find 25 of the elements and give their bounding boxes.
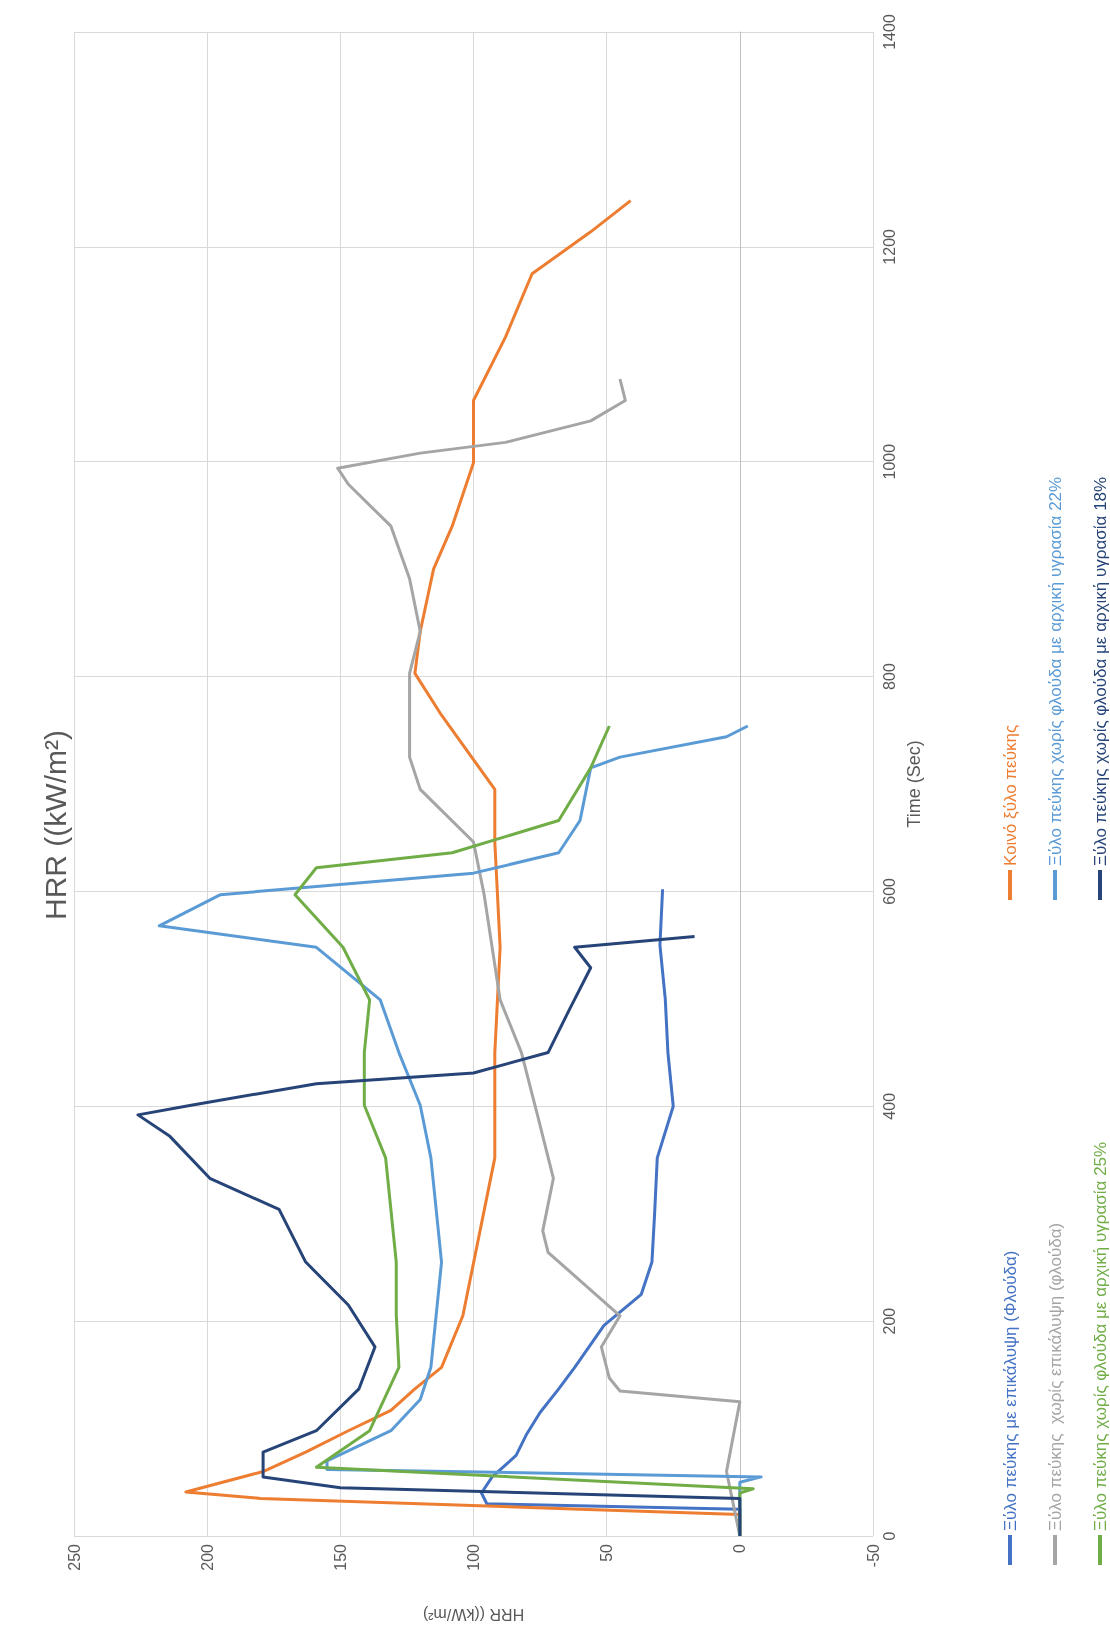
y-tick-label: 200 [880, 1307, 898, 1335]
x-tick-label: 250 [65, 1543, 83, 1571]
text: Ξύλο πεύκης χωρίς φλούδα με αρχική υγρασία 25% [1090, 1141, 1110, 1531]
x-tick-label: 200 [198, 1543, 216, 1571]
text: Ξύλο πεύκης χωρίς επικάλυψη (φλούδα) [1045, 1222, 1065, 1531]
x-tick-label: -50 [864, 1543, 882, 1568]
y-tick-label: 1400 [880, 14, 898, 50]
y-axis-title: Time (Sec) [903, 740, 924, 828]
text: Ξύλο πεύκης χωρίς φλούδα με αρχική υγρασία 22% [1045, 476, 1065, 866]
y-tick-label: 400 [880, 1092, 898, 1120]
text: Ξύλο πεύκης χωρίς φλούδα με αρχική υγρασία 18% [1090, 476, 1110, 866]
x-tick-label: 0 [731, 1543, 749, 1553]
y-tick-label: 1000 [880, 443, 898, 480]
text: HRR ((kW/m²) [38, 730, 72, 920]
text: Κοινό ξύλο πεύκης [1000, 724, 1020, 866]
line-series [136, 935, 742, 1538]
y-tick-label: 1200 [880, 228, 898, 265]
x-axis-title: HRR ((kW/m²) [422, 1605, 525, 1623]
y-tick-label: 800 [880, 663, 898, 690]
text: Ξύλο πεύκης με επικάλυψη (Φλούδα) [1000, 1250, 1020, 1531]
x-tick-label: 100 [465, 1543, 482, 1571]
y-tick-label: 600 [880, 877, 898, 905]
x-tick-label: 150 [331, 1543, 349, 1571]
y-tick-label: 0 [880, 1531, 898, 1541]
x-tick-label: 50 [598, 1543, 616, 1562]
